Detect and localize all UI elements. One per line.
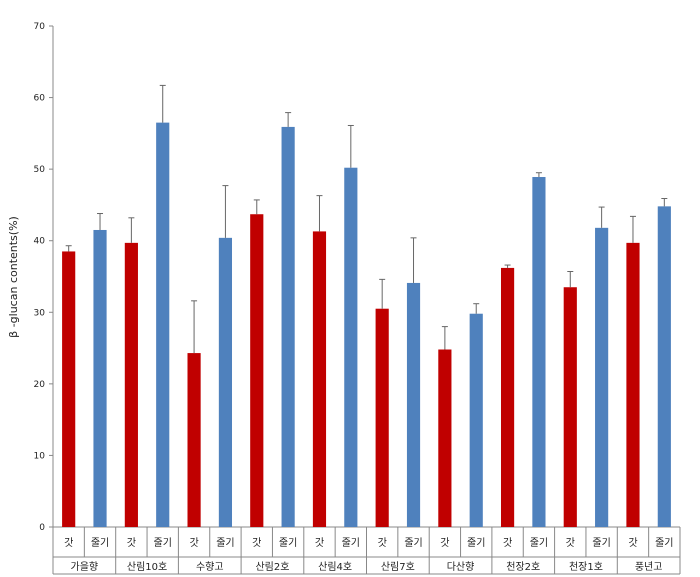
bar [563, 287, 577, 527]
sub-label: 줄기 [404, 537, 422, 549]
y-tick-label: 50 [34, 165, 46, 175]
y-tick-label: 20 [34, 380, 46, 390]
sub-label: 줄기 [592, 537, 610, 549]
sub-label: 줄기 [342, 537, 360, 549]
bars [62, 122, 671, 528]
bar [532, 177, 546, 527]
sub-label: 갓 [252, 537, 261, 549]
bar [626, 242, 640, 527]
sub-label: 갓 [64, 537, 73, 549]
bar [375, 308, 389, 527]
group-label: 다산향 [447, 561, 475, 573]
bar [124, 242, 138, 527]
error-bars [65, 84, 668, 354]
bar [406, 282, 421, 527]
bar [187, 353, 201, 527]
bar [657, 206, 671, 528]
bar [218, 237, 233, 527]
sub-label: 갓 [566, 537, 575, 549]
group-label: 천장1호 [569, 561, 603, 573]
sub-label: 갓 [315, 537, 324, 549]
y-tick-label: 10 [34, 451, 46, 461]
sub-label: 갓 [127, 537, 136, 549]
y-tick-label: 40 [34, 237, 46, 247]
bar [595, 227, 609, 527]
sub-label: 갓 [628, 537, 637, 549]
bar [469, 313, 483, 527]
bar [62, 251, 76, 527]
sub-label: 갓 [503, 537, 512, 549]
bar [281, 126, 295, 527]
group-label: 산림10호 [127, 561, 167, 573]
group-label: 가을향 [71, 561, 99, 573]
group-label: 산림2호 [255, 561, 289, 573]
group-label: 천장2호 [506, 561, 540, 573]
bar [500, 267, 515, 527]
sub-label: 줄기 [530, 537, 548, 549]
bar [312, 231, 327, 527]
sub-label: 갓 [440, 537, 449, 549]
bar [438, 349, 452, 527]
group-label: 산림7호 [381, 561, 415, 573]
group-label: 풍년고 [635, 561, 663, 573]
sub-label: 갓 [189, 537, 198, 549]
y-tick-label: 0 [39, 523, 45, 533]
sub-label: 줄기 [467, 537, 485, 549]
bar [344, 167, 358, 527]
sub-label: 갓 [378, 537, 387, 549]
y-tick-label: 60 [34, 94, 46, 104]
group-label: 수향고 [196, 561, 224, 573]
y-axis-label: β -glucan contents(%) [7, 216, 20, 338]
sub-label: 줄기 [216, 537, 234, 549]
sub-label: 줄기 [279, 537, 297, 549]
bar [250, 214, 264, 528]
y-tick-label: 70 [34, 22, 46, 32]
y-tick-label: 30 [34, 308, 46, 318]
group-label: 산림4호 [318, 561, 352, 573]
sub-label: 줄기 [154, 537, 172, 549]
sub-label: 줄기 [91, 537, 109, 549]
sub-label: 줄기 [655, 537, 673, 549]
bar [156, 122, 170, 527]
bar [93, 229, 107, 527]
